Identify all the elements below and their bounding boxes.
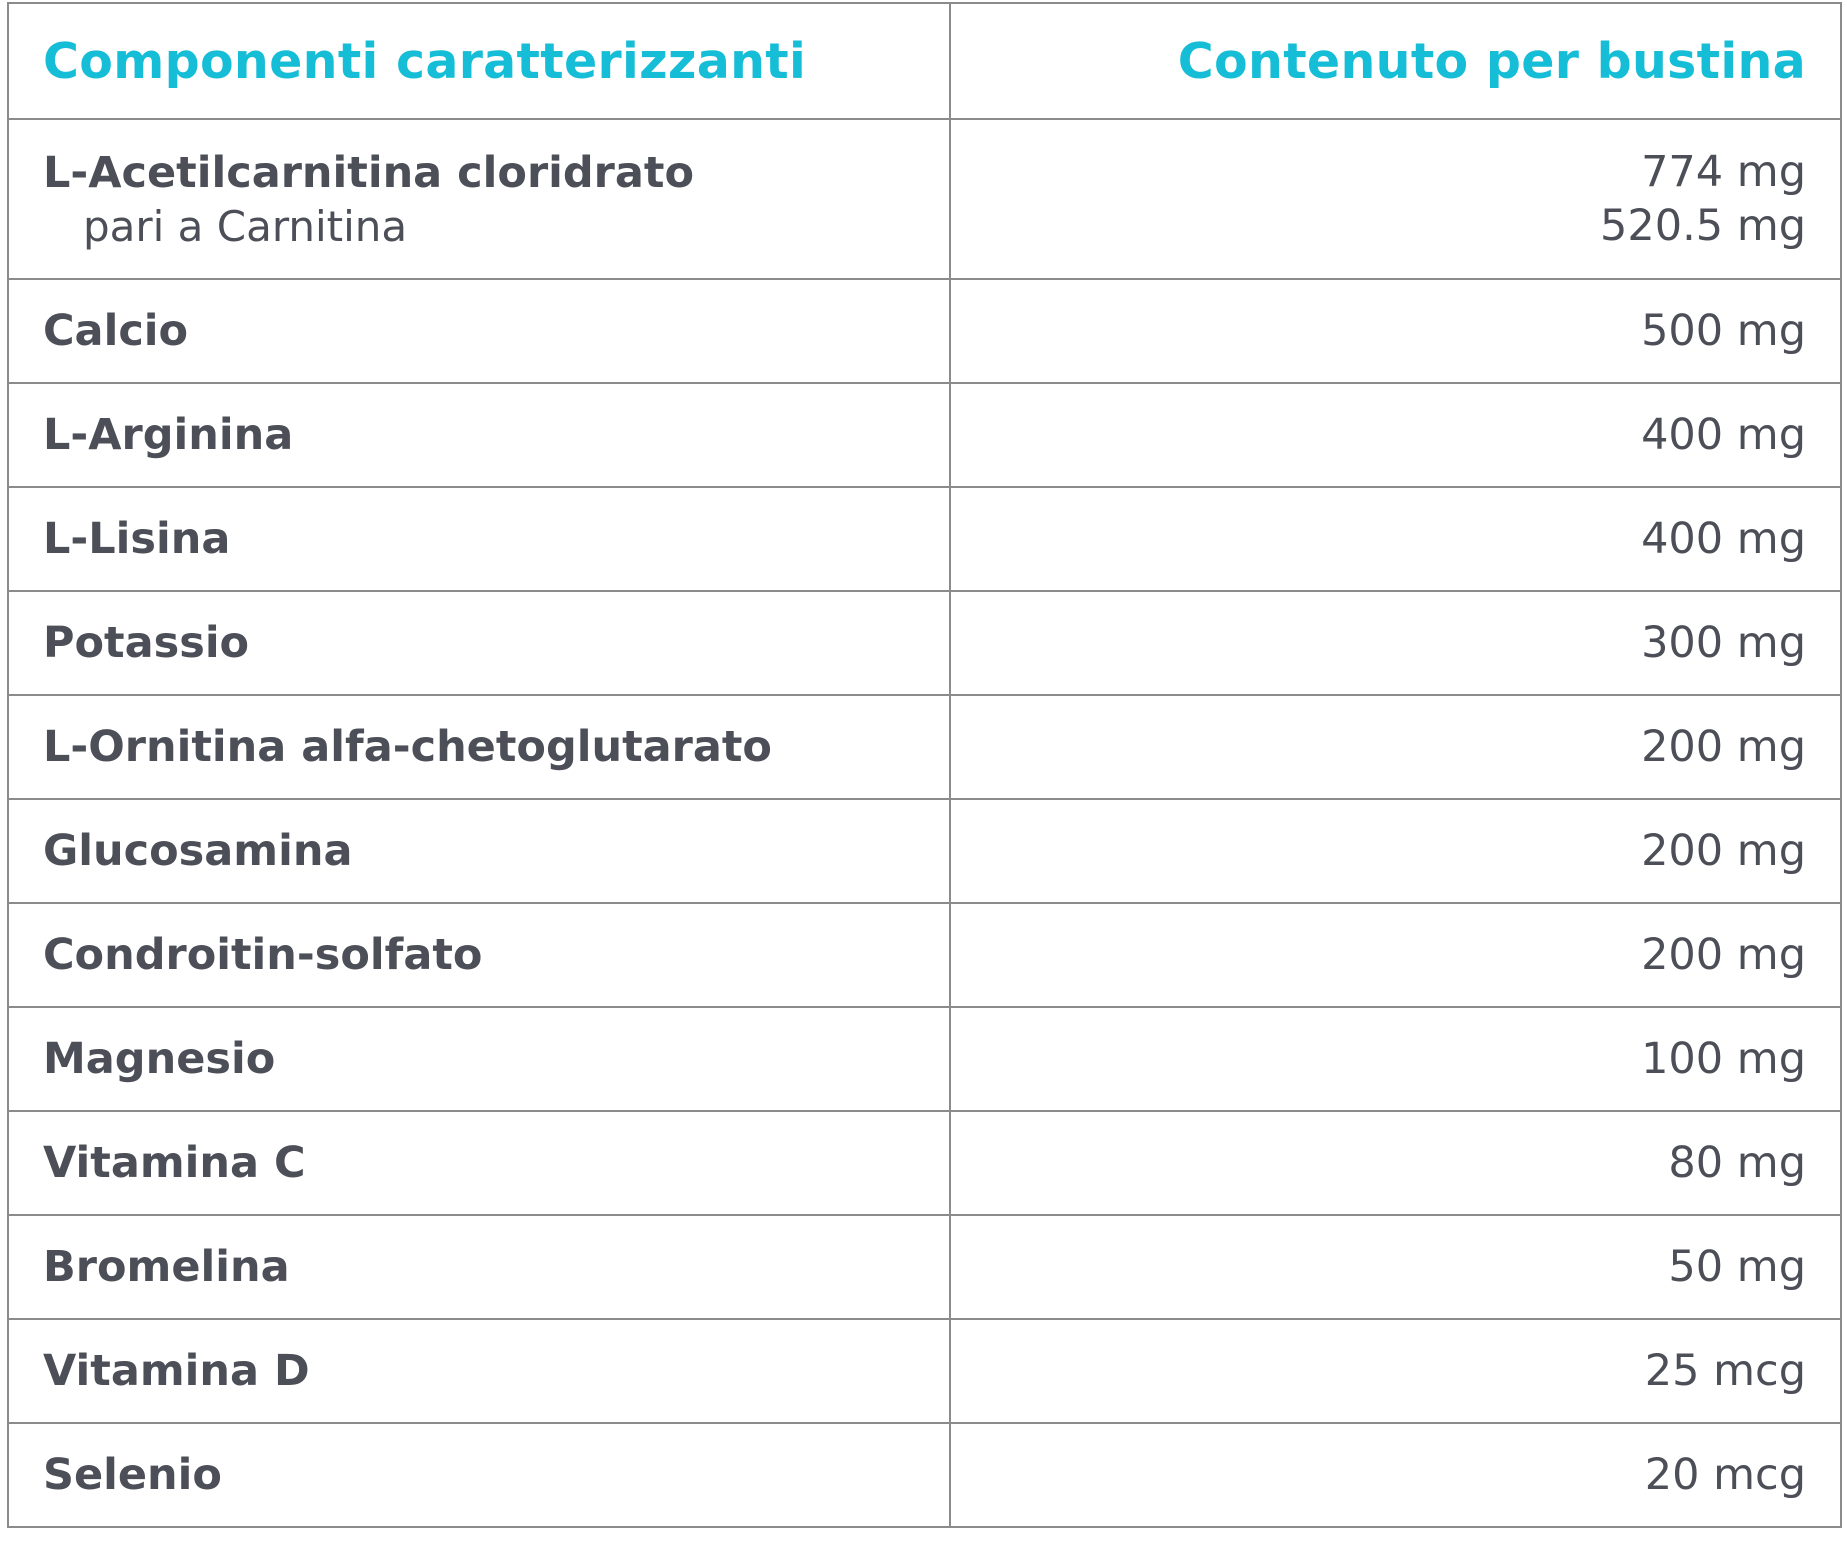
header-components: Componenti caratterizzanti bbox=[7, 2, 951, 120]
component-name: L-Arginina bbox=[7, 382, 951, 488]
table-row: L-Lisina 400 mg bbox=[7, 486, 1842, 592]
amount-value: 400 mg bbox=[949, 486, 1842, 592]
component-name: Bromelina bbox=[7, 1214, 951, 1320]
component-sub-name: pari a Carnitina bbox=[83, 201, 408, 251]
table-row: L-Ornitina alfa-chetoglutarato 200 mg bbox=[7, 694, 1842, 800]
table-row: Vitamina D 25 mcg bbox=[7, 1318, 1842, 1424]
component-cell: L-Acetilcarnitina cloridrato pari a Carn… bbox=[7, 118, 951, 280]
component-name: Selenio bbox=[7, 1422, 951, 1528]
table-row: Condroitin-solfato 200 mg bbox=[7, 902, 1842, 1008]
amount-cell: 774 mg 520.5 mg bbox=[949, 118, 1842, 280]
component-name: Glucosamina bbox=[7, 798, 951, 904]
amount-value: 20 mcg bbox=[949, 1422, 1842, 1528]
component-name: Magnesio bbox=[7, 1006, 951, 1112]
amount-value: 400 mg bbox=[949, 382, 1842, 488]
table-row: Bromelina 50 mg bbox=[7, 1214, 1842, 1320]
component-name: L-Ornitina alfa-chetoglutarato bbox=[7, 694, 951, 800]
amount-value: 200 mg bbox=[949, 902, 1842, 1008]
table-row: Selenio 20 mcg bbox=[7, 1422, 1842, 1528]
table-row: Vitamina C 80 mg bbox=[7, 1110, 1842, 1216]
composition-table: Componenti caratterizzanti Contenuto per… bbox=[7, 2, 1842, 1528]
amount-value: 774 mg bbox=[1641, 147, 1806, 197]
amount-value: 80 mg bbox=[949, 1110, 1842, 1216]
table-row: Calcio 500 mg bbox=[7, 278, 1842, 384]
table-header-row: Componenti caratterizzanti Contenuto per… bbox=[7, 2, 1842, 120]
amount-sub-value: 520.5 mg bbox=[1600, 201, 1806, 251]
component-name: Vitamina C bbox=[7, 1110, 951, 1216]
table-row: L-Acetilcarnitina cloridrato pari a Carn… bbox=[7, 118, 1842, 280]
table-row: Magnesio 100 mg bbox=[7, 1006, 1842, 1112]
amount-value: 100 mg bbox=[949, 1006, 1842, 1112]
component-name: L-Lisina bbox=[7, 486, 951, 592]
component-name: Vitamina D bbox=[7, 1318, 951, 1424]
component-name: Condroitin-solfato bbox=[7, 902, 951, 1008]
amount-value: 200 mg bbox=[949, 694, 1842, 800]
table-row: Glucosamina 200 mg bbox=[7, 798, 1842, 904]
amount-value: 25 mcg bbox=[949, 1318, 1842, 1424]
amount-value: 500 mg bbox=[949, 278, 1842, 384]
amount-value: 50 mg bbox=[949, 1214, 1842, 1320]
table-row: L-Arginina 400 mg bbox=[7, 382, 1842, 488]
amount-value: 300 mg bbox=[949, 590, 1842, 696]
amount-value: 200 mg bbox=[949, 798, 1842, 904]
table-row: Potassio 300 mg bbox=[7, 590, 1842, 696]
component-name: Calcio bbox=[7, 278, 951, 384]
component-name: L-Acetilcarnitina cloridrato bbox=[43, 147, 694, 198]
component-name: Potassio bbox=[7, 590, 951, 696]
header-content-per-sachet: Contenuto per bustina bbox=[949, 2, 1842, 120]
